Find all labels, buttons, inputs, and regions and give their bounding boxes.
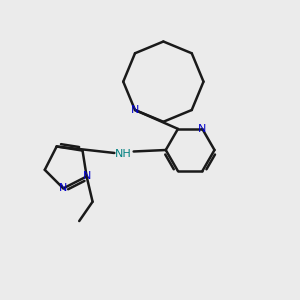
Text: N: N [82,172,91,182]
Text: N: N [131,105,139,115]
Text: N: N [59,183,68,194]
Text: N: N [198,124,206,134]
Text: NH: NH [115,149,132,160]
